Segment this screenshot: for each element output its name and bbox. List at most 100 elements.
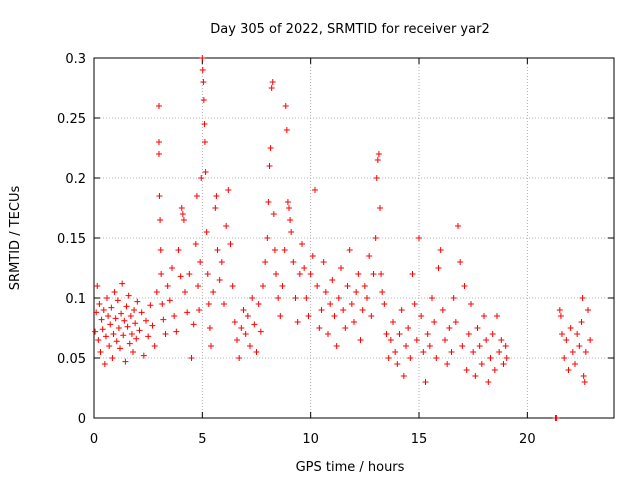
data-point bbox=[251, 321, 258, 328]
data-point bbox=[553, 415, 560, 421]
data-point bbox=[559, 331, 565, 337]
data-point bbox=[108, 304, 115, 311]
data-point bbox=[372, 235, 379, 241]
data-point bbox=[378, 271, 385, 277]
data-point bbox=[156, 139, 162, 145]
data-point bbox=[156, 193, 163, 199]
data-point bbox=[138, 309, 145, 316]
data-point bbox=[210, 289, 217, 295]
data-point bbox=[240, 307, 247, 313]
data-point bbox=[158, 271, 165, 277]
data-point bbox=[260, 283, 266, 289]
x-tick-label: 10 bbox=[302, 432, 319, 447]
data-point bbox=[582, 349, 589, 355]
data-point bbox=[264, 235, 271, 241]
data-point bbox=[572, 361, 578, 367]
data-point bbox=[439, 307, 446, 313]
data-point bbox=[567, 325, 574, 331]
data-point bbox=[143, 317, 149, 324]
data-point bbox=[173, 328, 180, 335]
data-point bbox=[476, 343, 483, 349]
data-point bbox=[407, 355, 414, 361]
data-point bbox=[104, 295, 110, 301]
data-point bbox=[502, 343, 509, 349]
data-point bbox=[494, 313, 500, 319]
data-point bbox=[105, 313, 112, 319]
data-point bbox=[387, 337, 394, 343]
data-point bbox=[381, 301, 388, 307]
data-point bbox=[320, 259, 327, 265]
data-point bbox=[208, 343, 214, 349]
data-point bbox=[470, 349, 477, 355]
data-point bbox=[574, 331, 581, 337]
data-point bbox=[569, 349, 576, 355]
data-point bbox=[312, 187, 318, 193]
data-point bbox=[153, 289, 160, 295]
data-point bbox=[422, 379, 429, 385]
data-point bbox=[283, 127, 290, 133]
data-point bbox=[398, 307, 405, 313]
data-point bbox=[383, 331, 390, 337]
data-point bbox=[145, 333, 152, 340]
data-point bbox=[286, 205, 292, 211]
data-point bbox=[126, 340, 133, 347]
data-point bbox=[296, 271, 303, 277]
data-point bbox=[273, 271, 279, 277]
data-point bbox=[503, 355, 510, 361]
data-point bbox=[309, 253, 316, 259]
data-point bbox=[97, 349, 104, 355]
data-point bbox=[368, 313, 375, 319]
data-point bbox=[351, 319, 357, 325]
data-point bbox=[331, 313, 338, 319]
data-point bbox=[442, 337, 448, 343]
data-point bbox=[95, 337, 102, 343]
data-point bbox=[487, 355, 494, 361]
data-point bbox=[121, 317, 128, 324]
data-point bbox=[287, 217, 294, 223]
data-point bbox=[196, 307, 203, 313]
data-point bbox=[563, 337, 570, 343]
data-point bbox=[123, 303, 130, 310]
data-point bbox=[225, 187, 232, 193]
data-point bbox=[314, 283, 321, 289]
data-point bbox=[390, 319, 396, 325]
data-point bbox=[112, 315, 119, 322]
data-point bbox=[281, 247, 288, 253]
data-point bbox=[262, 259, 269, 265]
x-tick-label: 0 bbox=[90, 432, 98, 447]
data-point bbox=[325, 331, 331, 337]
data-point bbox=[580, 373, 587, 379]
y-tick-label: 0.05 bbox=[57, 352, 86, 367]
data-point bbox=[253, 349, 260, 355]
data-point bbox=[405, 325, 412, 331]
data-point bbox=[481, 313, 487, 319]
y-axis-label: SRMTID / TECUs bbox=[8, 186, 23, 291]
data-point bbox=[257, 328, 264, 335]
data-point bbox=[557, 313, 564, 319]
data-point bbox=[111, 289, 118, 295]
data-point bbox=[344, 283, 351, 289]
data-point bbox=[216, 277, 223, 283]
data-points bbox=[92, 55, 594, 421]
data-point bbox=[199, 55, 206, 61]
data-point bbox=[201, 139, 208, 145]
data-point bbox=[474, 325, 481, 331]
data-point bbox=[377, 205, 383, 211]
x-axis-label: GPS time / hours bbox=[296, 460, 405, 475]
data-point bbox=[353, 289, 360, 295]
data-point bbox=[433, 355, 440, 361]
y-tick-label: 0 bbox=[78, 412, 86, 427]
data-point bbox=[379, 289, 386, 295]
data-point bbox=[338, 265, 344, 271]
data-point bbox=[561, 355, 568, 361]
data-point bbox=[452, 319, 459, 325]
data-point bbox=[556, 307, 563, 313]
data-point bbox=[171, 313, 178, 319]
data-point bbox=[136, 327, 143, 334]
data-point bbox=[203, 229, 210, 235]
data-point bbox=[472, 373, 479, 379]
data-point bbox=[450, 295, 457, 301]
data-point bbox=[267, 145, 274, 151]
data-point bbox=[416, 235, 422, 241]
data-point bbox=[446, 325, 453, 331]
